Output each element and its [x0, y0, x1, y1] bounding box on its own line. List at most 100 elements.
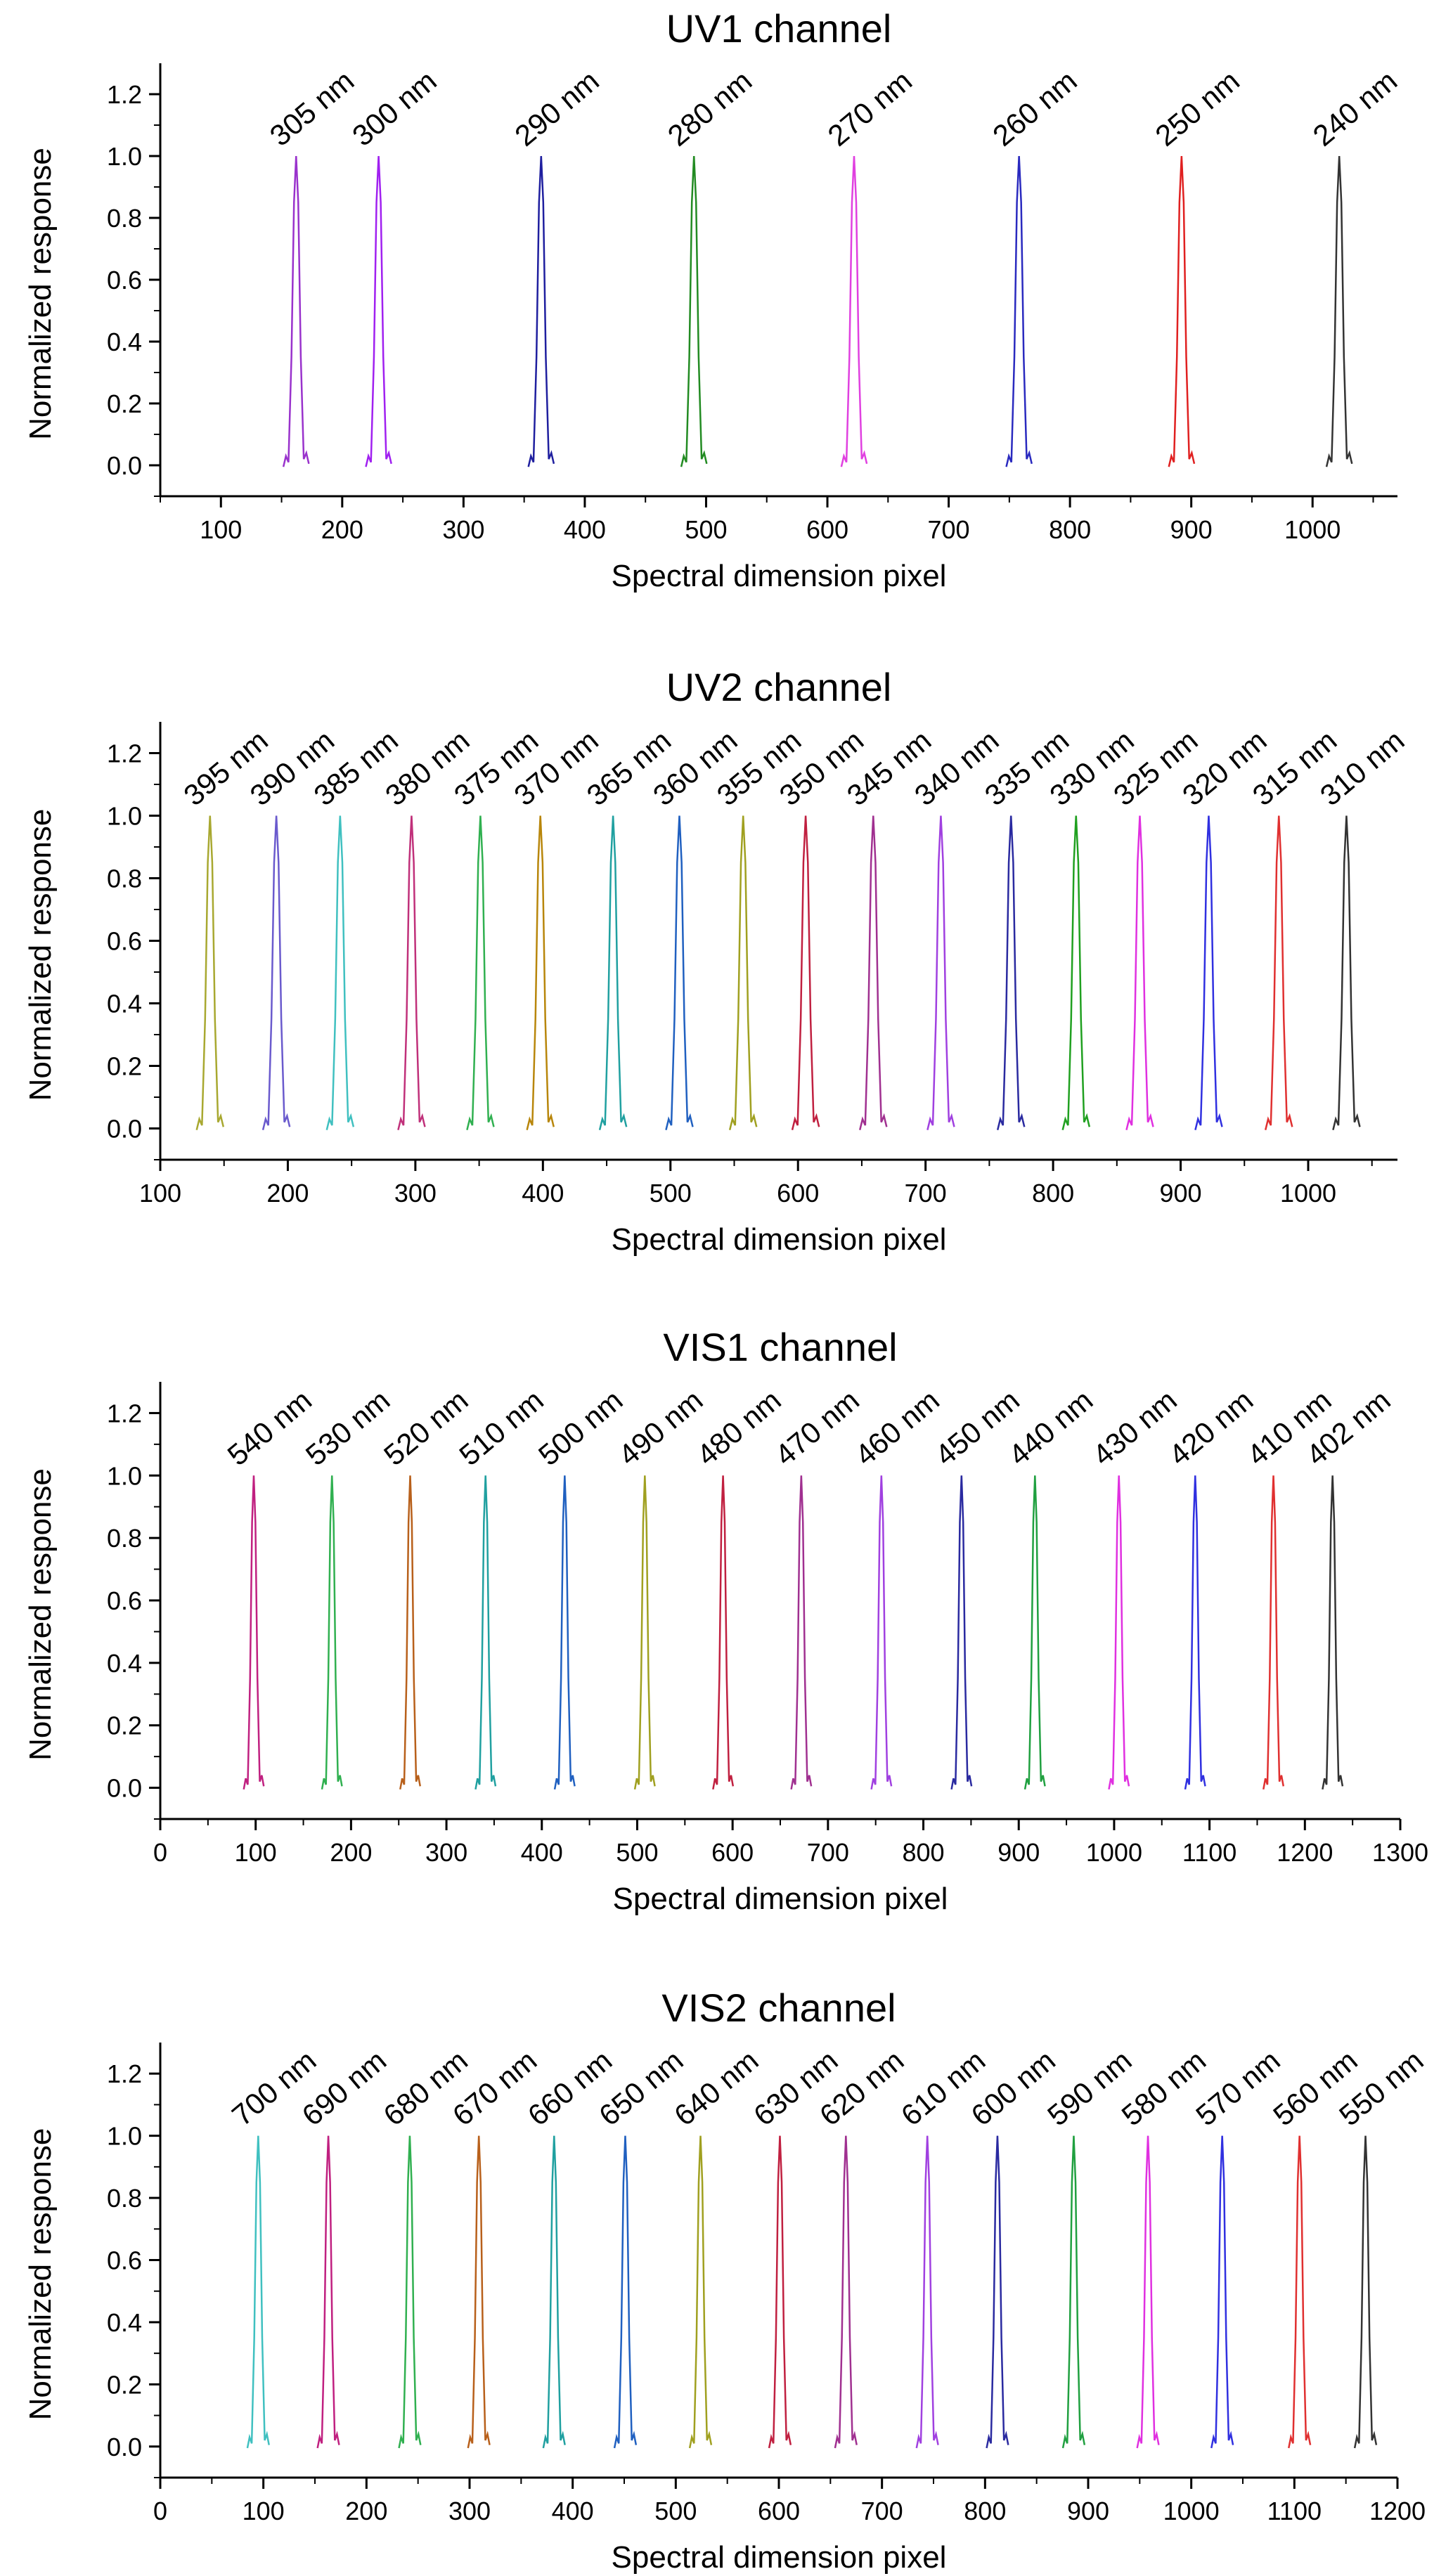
series-line-345-nm	[859, 815, 888, 1131]
series-line-325-nm	[1125, 815, 1154, 1131]
x-tick-label: 200	[345, 2497, 387, 2525]
x-tick-label: 200	[266, 1179, 309, 1208]
series-line-630-nm	[768, 2135, 792, 2449]
peak-label: 590 nm	[1041, 2043, 1138, 2132]
series-line-380-nm	[397, 815, 426, 1131]
y-axis-label: Normalized response	[23, 148, 58, 440]
peak-label: 520 nm	[377, 1383, 474, 1472]
series-line-390-nm	[261, 815, 291, 1131]
chart-panel-4: VIS2 channel 0.0 0.2 0.4 0.6 0.8 1.0 1.2 0 100 200…	[23, 1986, 1430, 2575]
series-line-700-nm	[246, 2135, 270, 2449]
series-line-260-nm	[1005, 155, 1033, 467]
peak-label: 260 nm	[986, 64, 1083, 153]
series-line-510-nm	[474, 1475, 497, 1790]
x-tick-label: 500	[654, 2497, 697, 2525]
series-line-250-nm	[1168, 155, 1196, 467]
y-tick-label: 0.4	[107, 328, 142, 356]
series-line-590-nm	[1061, 2135, 1086, 2449]
x-tick-label: 900	[1170, 515, 1213, 544]
y-tick-label: 0.0	[107, 1774, 142, 1803]
y-tick-label: 0.4	[107, 2308, 142, 2337]
x-tick-label: 500	[685, 515, 727, 544]
peak-label: 440 nm	[1002, 1383, 1099, 1472]
y-axis-label: Normalized response	[23, 809, 58, 1101]
y-tick-label: 0.6	[107, 1586, 142, 1615]
peak-label: 280 nm	[661, 64, 758, 153]
y-tick-label: 1.0	[107, 1461, 142, 1490]
series-line-355-nm	[728, 815, 758, 1131]
x-tick-label: 700	[807, 1838, 849, 1867]
series-line-270-nm	[840, 155, 868, 467]
peak-label: 480 nm	[690, 1383, 787, 1472]
series-line-280-nm	[680, 155, 708, 467]
series-line-335-nm	[996, 815, 1026, 1131]
peak-label: 420 nm	[1163, 1383, 1260, 1472]
series-line-430-nm	[1108, 1475, 1130, 1790]
peak-label: 270 nm	[822, 64, 919, 153]
series-line-375-nm	[466, 815, 495, 1131]
y-axis-label: Normalized response	[23, 2128, 58, 2421]
x-tick-label: 1300	[1372, 1838, 1428, 1867]
series-line-610-nm	[915, 2135, 939, 2449]
series-line-470-nm	[790, 1475, 813, 1790]
chart-panel-2: UV2 channel 0.0 0.2 0.4 0.6 0.8 1.0 1.2 100 200 30…	[23, 665, 1411, 1257]
series-line-670-nm	[467, 2135, 491, 2449]
series-line-680-nm	[398, 2135, 422, 2449]
peak-label: 470 nm	[768, 1383, 865, 1472]
x-tick-label: 400	[564, 515, 606, 544]
chart-panel-3: VIS1 channel 0.0 0.2 0.4 0.6 0.8 1.0 1.2 0 100 200…	[23, 1325, 1428, 1916]
series-line-385-nm	[325, 815, 355, 1131]
peak-label: 640 nm	[668, 2043, 765, 2132]
x-tick-label: 900	[997, 1838, 1040, 1867]
x-axis-label: Spectral dimension pixel	[612, 2540, 947, 2575]
y-tick-label: 1.2	[107, 80, 142, 109]
series-line-440-nm	[1023, 1475, 1046, 1790]
peak-label: 290 nm	[508, 64, 605, 153]
series-line-350-nm	[791, 815, 820, 1131]
y-tick-label: 0.8	[107, 1524, 142, 1553]
x-tick-label: 600	[758, 2497, 800, 2525]
y-tick-label: 0.0	[107, 1115, 142, 1144]
x-tick-label: 300	[442, 515, 484, 544]
series-line-540-nm	[243, 1475, 265, 1790]
x-axis-label: Spectral dimension pixel	[613, 1882, 948, 1916]
series-line-640-nm	[688, 2135, 713, 2449]
chart-panel-1: UV1 channel 0.0 0.2 0.4 0.6 0.8 1.0 1.2 100 200 30…	[23, 6, 1403, 593]
series-line-310-nm	[1332, 815, 1361, 1131]
series-line-370-nm	[526, 815, 555, 1131]
series-line-530-nm	[321, 1475, 343, 1790]
x-tick-label: 500	[650, 1179, 692, 1208]
series-line-560-nm	[1288, 2135, 1312, 2449]
peak-label: 240 nm	[1307, 64, 1404, 153]
series-line-365-nm	[598, 815, 628, 1131]
peak-label: 430 nm	[1086, 1383, 1183, 1472]
series-line-330-nm	[1061, 815, 1091, 1131]
series-line-620-nm	[834, 2135, 858, 2449]
series-line-320-nm	[1194, 815, 1223, 1131]
x-tick-label: 700	[905, 1179, 947, 1208]
x-tick-label: 1000	[1163, 2497, 1220, 2525]
x-tick-label: 900	[1067, 2497, 1109, 2525]
series-line-660-nm	[542, 2135, 566, 2449]
series-line-395-nm	[195, 815, 225, 1131]
x-tick-label: 400	[521, 1838, 563, 1867]
series-line-480-nm	[712, 1475, 735, 1790]
x-tick-label: 300	[425, 1838, 467, 1867]
x-tick-label: 1100	[1267, 2497, 1322, 2525]
x-tick-label: 0	[153, 1838, 167, 1867]
x-tick-label: 1200	[1369, 2497, 1426, 2525]
y-tick-label: 0.4	[107, 990, 142, 1018]
series-line-490-nm	[633, 1475, 656, 1790]
x-tick-label: 600	[806, 515, 848, 544]
y-tick-label: 0.8	[107, 2184, 142, 2213]
x-tick-label: 1000	[1284, 515, 1341, 544]
y-tick-label: 0.2	[107, 1052, 142, 1081]
x-tick-label: 1200	[1277, 1838, 1333, 1867]
x-tick-label: 800	[902, 1838, 944, 1867]
peak-label: 500 nm	[532, 1383, 629, 1472]
x-tick-label: 100	[200, 515, 242, 544]
y-tick-label: 0.2	[107, 389, 142, 418]
series-line-315-nm	[1264, 815, 1293, 1131]
x-tick-label: 0	[153, 2497, 167, 2525]
x-tick-label: 800	[1032, 1179, 1074, 1208]
